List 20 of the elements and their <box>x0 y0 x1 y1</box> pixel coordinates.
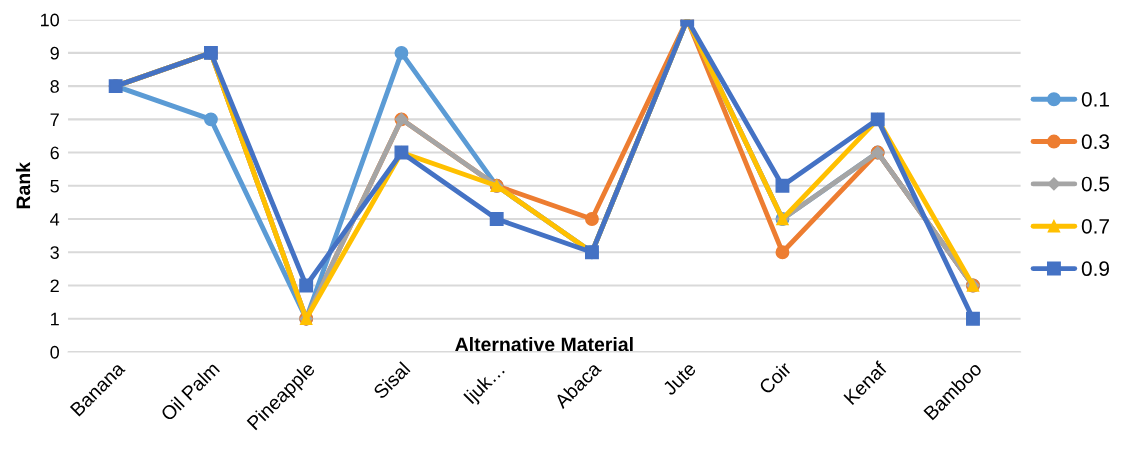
y-tick-label: 4 <box>50 213 60 226</box>
x-axis-title: Alternative Material <box>455 336 633 352</box>
legend-label: 0.3 <box>1081 134 1110 150</box>
y-tick-label: 0 <box>50 345 59 359</box>
legend-label: 0.5 <box>1081 176 1110 192</box>
y-tick-label: 1 <box>51 312 59 326</box>
y-axis-title: Rank <box>15 162 31 209</box>
y-tick-label: 10 <box>41 13 59 27</box>
y-tick-label: 3 <box>50 246 59 259</box>
y-tick-label: 8 <box>50 80 59 93</box>
legend-label: 0.7 <box>1081 218 1109 234</box>
x-tick-label: Jute <box>661 361 697 397</box>
y-tick-label: 5 <box>50 179 59 193</box>
legend-label: 0.1 <box>1081 91 1109 107</box>
y-tick-label: 7 <box>50 113 59 126</box>
x-tick-label: Coir <box>757 360 793 395</box>
y-tick-label: 9 <box>50 46 59 60</box>
y-tick-label: 2 <box>50 279 59 293</box>
legend-label: 0.9 <box>1081 261 1109 277</box>
y-tick-label: 6 <box>50 146 59 160</box>
